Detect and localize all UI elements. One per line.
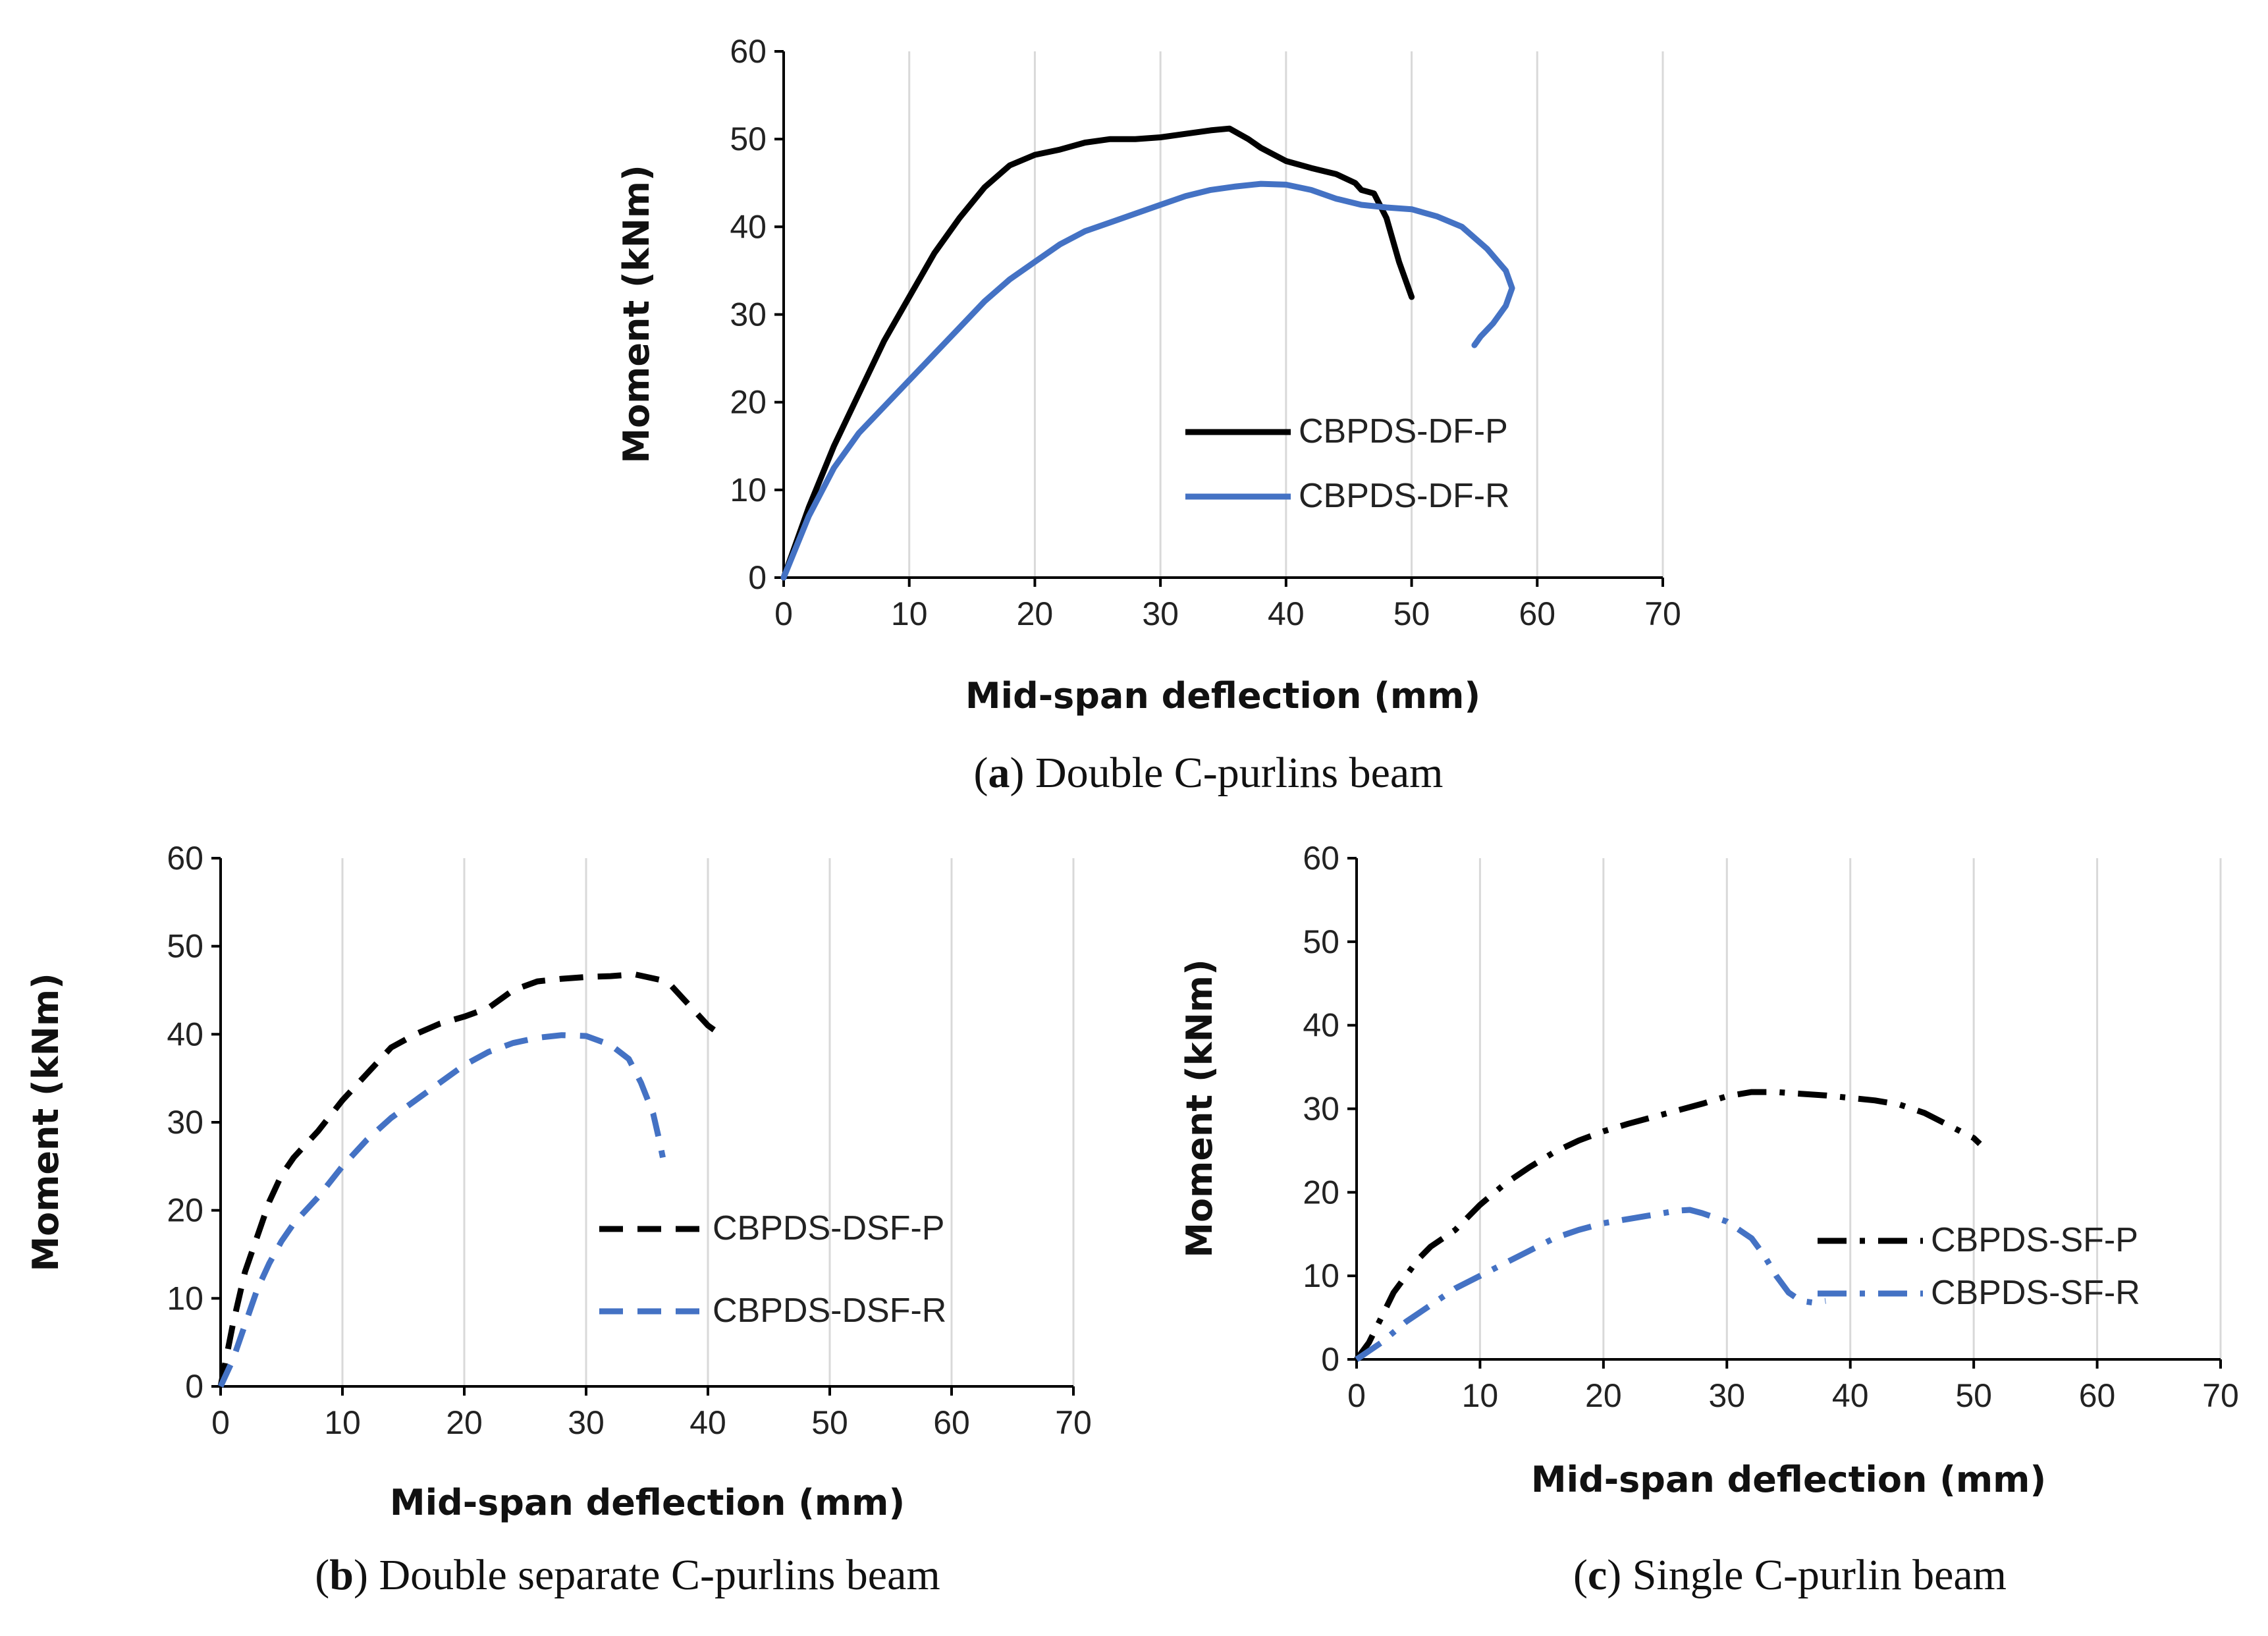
x-tick-label: 20 <box>1017 595 1054 632</box>
y-axis-title: Moment (kNm) <box>616 165 657 464</box>
x-tick-label: 30 <box>1708 1377 1745 1414</box>
y-tick-label: 40 <box>1303 1007 1339 1044</box>
x-tick-label: 10 <box>324 1404 361 1441</box>
caption-letter: a <box>988 749 1010 797</box>
legend-label: CBPDS-DF-R <box>1299 477 1510 515</box>
x-tick-label: 0 <box>774 595 793 632</box>
x-tick-label: 60 <box>1519 595 1555 632</box>
y-tick-label: 0 <box>748 559 767 596</box>
series-line-cbpds-dsf-p <box>217 971 716 1387</box>
x-tick-label: 70 <box>1644 595 1681 632</box>
x-tick-label: 20 <box>1585 1377 1622 1414</box>
series-line-cbpds-sf-r <box>1355 1207 1826 1362</box>
x-tick-label: 0 <box>1347 1377 1366 1414</box>
x-axis-title: Mid-span deflection (mm) <box>965 675 1480 717</box>
y-tick-label: 20 <box>1303 1174 1339 1211</box>
y-tick-label: 30 <box>1303 1091 1339 1128</box>
y-tick-label: 50 <box>730 121 767 157</box>
y-tick-label: 40 <box>167 1016 203 1052</box>
panel-caption: (b) Double separate C-purlins beam <box>315 1551 940 1599</box>
y-tick-label: 60 <box>167 840 203 877</box>
x-tick-label: 10 <box>1462 1377 1499 1414</box>
legend-label: CBPDS-DSF-P <box>713 1209 944 1247</box>
x-tick-label: 70 <box>2202 1377 2239 1414</box>
series-line-cbpds-df-r <box>780 180 1515 581</box>
y-axis-title: Moment (kNm) <box>25 973 67 1272</box>
y-tick-label: 60 <box>1303 840 1339 877</box>
caption-letter: b <box>329 1551 354 1599</box>
series-line-cbpds-df-p <box>780 125 1415 581</box>
y-tick-label: 30 <box>730 296 767 333</box>
x-tick-label: 40 <box>1832 1377 1869 1414</box>
y-tick-label: 10 <box>167 1280 203 1317</box>
y-tick-label: 30 <box>167 1104 203 1141</box>
y-tick-label: 10 <box>1303 1257 1339 1294</box>
y-tick-label: 0 <box>1321 1341 1339 1378</box>
panel-caption: (c) Single C-purlin beam <box>1573 1551 2007 1599</box>
chart-a: 0 10 20 30 40 50 60 0 10 20 30 40 50 60 70 Mid-span def… <box>616 33 1681 797</box>
panel-caption: (a) Double C-purlins beam <box>973 749 1443 797</box>
x-tick-label: 60 <box>933 1404 970 1441</box>
caption-text: Single C-purlin beam <box>1633 1551 2007 1599</box>
y-tick-label: 10 <box>730 472 767 508</box>
x-axis-title: Mid-span deflection (mm) <box>390 1482 905 1523</box>
chart-b: 0 10 20 30 40 50 60 0 10 20 30 40 50 60 70 Mid-span def… <box>25 840 1092 1599</box>
x-tick-label: 20 <box>446 1404 483 1441</box>
x-tick-label: 30 <box>568 1404 605 1441</box>
x-tick-label: 50 <box>1955 1377 1992 1414</box>
caption-text: Double separate C-purlins beam <box>379 1551 940 1599</box>
y-tick-label: 60 <box>730 33 767 70</box>
caption-letter: c <box>1588 1551 1607 1599</box>
x-axis-title: Mid-span deflection (mm) <box>1531 1459 2046 1500</box>
x-tick-label: 60 <box>2079 1377 2116 1414</box>
x-tick-label: 50 <box>1393 595 1430 632</box>
y-axis-title: Moment (kNm) <box>1179 959 1220 1258</box>
y-tick-label: 50 <box>167 928 203 965</box>
y-tick-label: 40 <box>730 208 767 245</box>
series-line-cbpds-sf-p <box>1354 1089 1982 1361</box>
legend-label: CBPDS-SF-P <box>1931 1221 2138 1259</box>
legend-label: CBPDS-DSF-R <box>713 1292 946 1330</box>
x-tick-label: 0 <box>211 1404 230 1441</box>
x-tick-label: 50 <box>811 1404 848 1441</box>
y-tick-label: 20 <box>730 384 767 421</box>
x-tick-label: 10 <box>891 595 928 632</box>
y-tick-label: 20 <box>167 1192 203 1229</box>
y-tick-label: 50 <box>1303 923 1339 960</box>
legend-label: CBPDS-DF-P <box>1299 412 1508 450</box>
x-tick-label: 30 <box>1142 595 1179 632</box>
series-line-cbpds-dsf-r <box>217 1032 666 1388</box>
y-tick-label: 0 <box>185 1368 203 1405</box>
x-tick-label: 40 <box>1268 595 1305 632</box>
caption-text: Double C-purlins beam <box>1035 749 1444 797</box>
x-tick-label: 70 <box>1055 1404 1092 1441</box>
legend-label: CBPDS-SF-R <box>1931 1274 2140 1312</box>
x-tick-label: 40 <box>689 1404 726 1441</box>
chart-c: 0 10 20 30 40 50 60 0 10 20 30 40 50 60 70 Mid-span def… <box>1179 840 2239 1599</box>
